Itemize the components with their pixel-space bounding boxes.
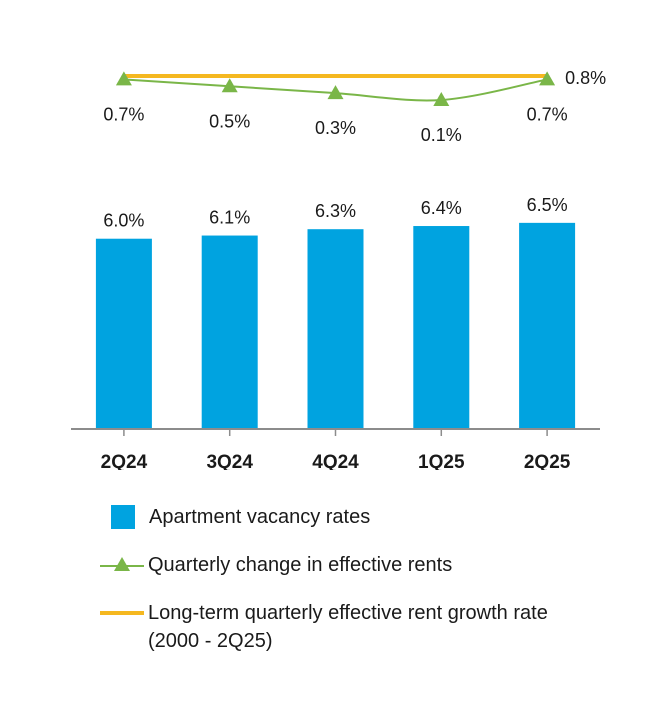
quarterly-change-label: 0.5%	[209, 111, 250, 131]
legend-label-vacancy: Apartment vacancy rates	[149, 506, 371, 528]
x-axis-tick-label: 2Q24	[101, 452, 148, 470]
vacancy-bar-label: 6.1%	[209, 208, 250, 228]
vacancy-bar-label: 6.4%	[421, 198, 462, 218]
vacancy-bar	[307, 229, 364, 429]
legend-label-long-term: Long-term quarterly effective rent growt…	[148, 602, 548, 624]
legend-item-long-term: Long-term quarterly effective rent growt…	[100, 599, 548, 655]
legend-swatch-bar	[111, 505, 135, 529]
legend-label-long-term-period: (2000 - 2Q25)	[148, 630, 273, 652]
x-axis-tick-label: 4Q24	[312, 452, 359, 470]
quarterly-change-marker	[221, 78, 238, 93]
vacancy-bar-label: 6.3%	[315, 201, 356, 221]
quarterly-change-label: 0.7%	[527, 104, 568, 124]
x-axis-tick-label: 1Q25	[418, 452, 465, 470]
quarterly-change-marker	[327, 85, 344, 100]
x-axis-tick-label: 3Q24	[206, 452, 253, 470]
quarterly-change-marker	[539, 71, 556, 86]
vacancy-bar-label: 6.5%	[527, 195, 568, 215]
vacancy-bar-label: 6.0%	[103, 211, 144, 231]
quarterly-change-label: 0.1%	[421, 125, 462, 145]
vacancy-bar	[519, 222, 576, 429]
x-axis-tick-label: 2Q25	[524, 452, 571, 470]
chart: 6.0% 6.1% 6.3% 6.4% 6.5% 2Q24 3Q24 4Q24 1Q25 2Q25…	[71, 68, 606, 470]
quarterly-change-label: 0.7%	[103, 104, 144, 124]
legend-item-vacancy: Apartment vacancy rates	[100, 503, 370, 531]
legend-label-quarterly-change: Quarterly change in effective rents	[148, 554, 453, 576]
legend-swatch-triangle-line	[100, 551, 144, 579]
quarterly-change-marker	[115, 71, 132, 86]
quarterly-change-label: 0.3%	[315, 118, 356, 138]
quarterly-change-marker	[433, 92, 450, 106]
vacancy-bar	[95, 238, 152, 429]
vacancy-bar	[413, 226, 470, 429]
long-term-rate-label: 0.8%	[565, 68, 606, 88]
legend-item-quarterly-change: Quarterly change in effective rents	[100, 551, 452, 579]
legend-swatch-line	[100, 599, 144, 627]
vacancy-bar	[201, 235, 258, 429]
